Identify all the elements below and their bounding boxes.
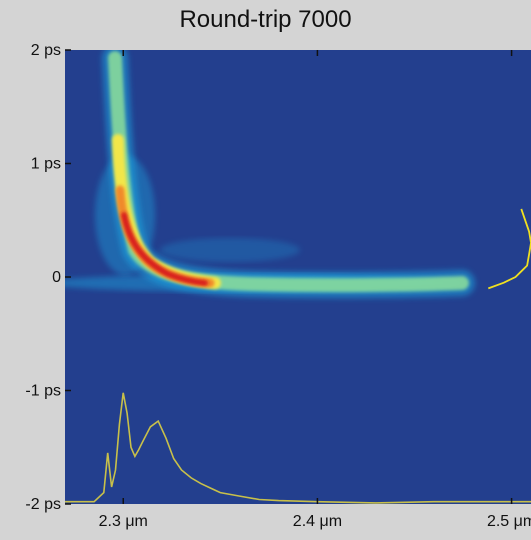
y-tick-label: -1 ps	[25, 383, 61, 400]
y-tick-label: -2 ps	[25, 496, 61, 513]
spectrum-overlay-line	[65, 392, 531, 504]
y-tick-label: 1 ps	[31, 156, 61, 173]
spectrogram-trace	[65, 50, 475, 299]
chart-title: Round-trip 7000	[179, 6, 352, 33]
temporal-profile-line	[487, 208, 531, 290]
x-tick-label: 2.4 μm	[293, 513, 342, 530]
y-tick-label: 0	[52, 269, 61, 286]
y-tick-label: 2 ps	[31, 42, 61, 59]
x-tick-label: 2.5 μm	[487, 513, 531, 530]
x-tick-label: 2.3 μm	[99, 513, 148, 530]
